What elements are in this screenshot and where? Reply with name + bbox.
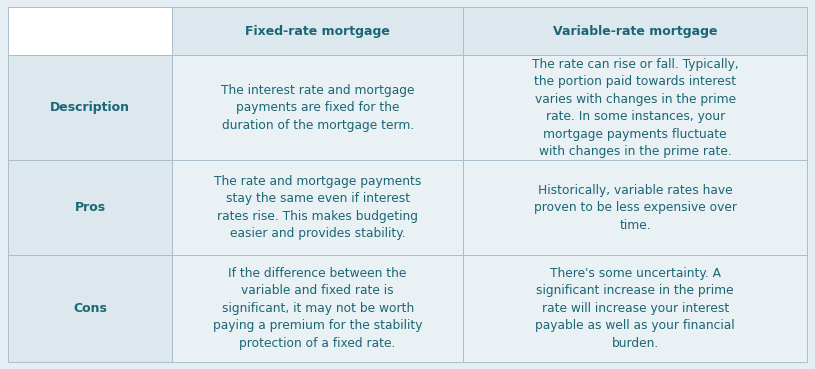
Text: The rate and mortgage payments
stay the same even if interest
rates rise. This m: The rate and mortgage payments stay the …	[214, 175, 421, 240]
Text: If the difference between the
variable and fixed rate is
significant, it may not: If the difference between the variable a…	[213, 267, 422, 350]
FancyBboxPatch shape	[464, 255, 807, 362]
Text: There's some uncertainty. A
significant increase in the prime
rate will increase: There's some uncertainty. A significant …	[535, 267, 735, 350]
Text: Cons: Cons	[73, 302, 107, 315]
FancyBboxPatch shape	[8, 55, 172, 161]
FancyBboxPatch shape	[464, 161, 807, 255]
FancyBboxPatch shape	[8, 255, 172, 362]
Text: The rate can rise or fall. Typically,
the portion paid towards interest
varies w: The rate can rise or fall. Typically, th…	[531, 58, 738, 158]
FancyBboxPatch shape	[172, 7, 464, 55]
Text: Pros: Pros	[74, 201, 106, 214]
FancyBboxPatch shape	[172, 255, 464, 362]
FancyBboxPatch shape	[464, 7, 807, 55]
Text: Historically, variable rates have
proven to be less expensive over
time.: Historically, variable rates have proven…	[534, 184, 737, 232]
FancyBboxPatch shape	[464, 55, 807, 161]
FancyBboxPatch shape	[172, 161, 464, 255]
Text: Variable-rate mortgage: Variable-rate mortgage	[553, 25, 717, 38]
FancyBboxPatch shape	[172, 55, 464, 161]
Text: The interest rate and mortgage
payments are fixed for the
duration of the mortga: The interest rate and mortgage payments …	[221, 84, 414, 132]
Text: Fixed-rate mortgage: Fixed-rate mortgage	[245, 25, 390, 38]
FancyBboxPatch shape	[8, 161, 172, 255]
FancyBboxPatch shape	[8, 7, 172, 55]
Text: Description: Description	[50, 101, 130, 114]
